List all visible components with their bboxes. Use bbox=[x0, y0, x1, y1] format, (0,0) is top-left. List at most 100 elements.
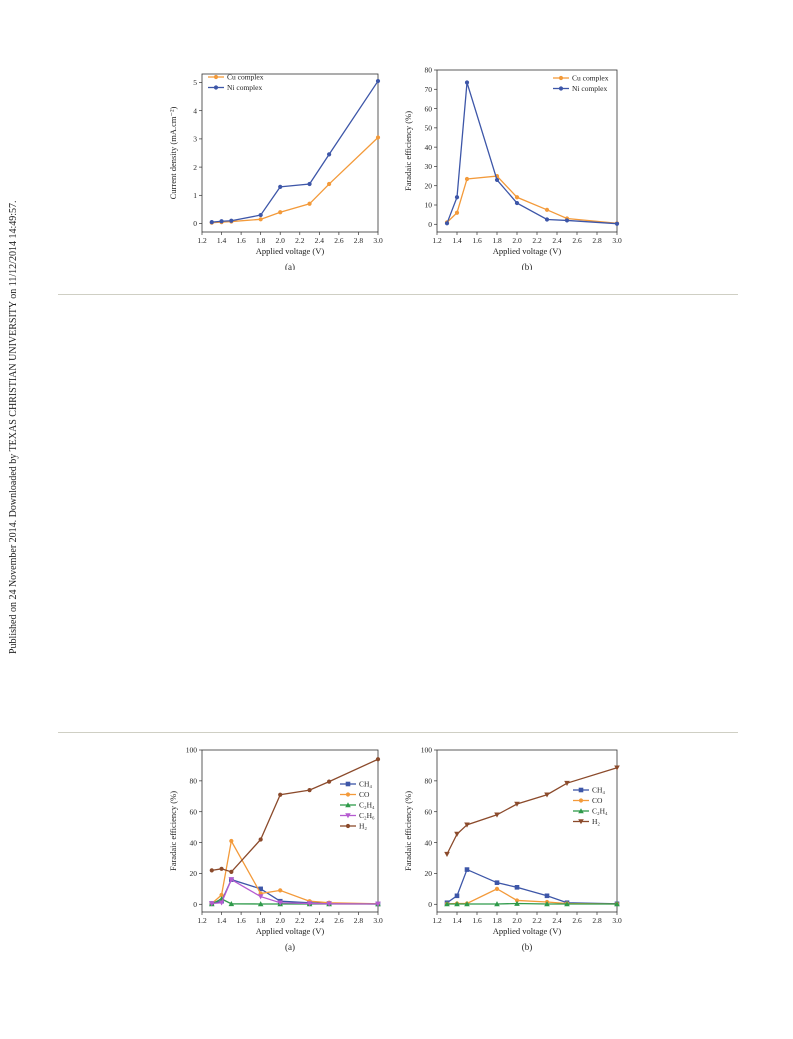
plot-frame bbox=[201, 749, 379, 913]
y-tick-label: 0 bbox=[193, 900, 197, 909]
plot-frame bbox=[201, 73, 379, 233]
series-0 bbox=[444, 867, 620, 907]
y-tick-label: 0 bbox=[428, 900, 432, 909]
y-tick-label: 2 bbox=[193, 163, 197, 172]
legend-label: C₂H₆ bbox=[359, 811, 375, 820]
legend-marker bbox=[558, 75, 564, 81]
data-point bbox=[514, 195, 520, 200]
y-tick-label: 70 bbox=[425, 85, 433, 94]
x-tick-label: 3.0 bbox=[612, 236, 622, 245]
bottom-divider bbox=[58, 732, 738, 733]
data-point bbox=[375, 901, 381, 907]
data-point bbox=[278, 210, 283, 215]
x-tick-label: 1.4 bbox=[217, 236, 227, 245]
legend-label: CO bbox=[359, 790, 370, 799]
data-point bbox=[229, 218, 234, 223]
data-point bbox=[494, 901, 500, 907]
series-line bbox=[446, 868, 618, 905]
legend-marker bbox=[213, 85, 219, 90]
data-point bbox=[564, 901, 570, 907]
legend-marker bbox=[345, 823, 351, 829]
data-point bbox=[514, 885, 520, 890]
data-point bbox=[464, 867, 470, 872]
data-point bbox=[544, 217, 550, 222]
y-axis-label: Faradaic efficiency (%) bbox=[403, 111, 413, 191]
x-tick-label: 3.0 bbox=[612, 916, 622, 925]
series-1 bbox=[209, 78, 381, 225]
data-point bbox=[614, 221, 620, 226]
data-point bbox=[454, 901, 460, 907]
legend-label: CH₄ bbox=[592, 786, 605, 795]
series-2 bbox=[444, 900, 620, 907]
data-point bbox=[464, 822, 470, 828]
data-point bbox=[564, 218, 570, 223]
chart-caption: (a) bbox=[285, 942, 295, 952]
x-tick-label: 2.8 bbox=[354, 916, 364, 925]
data-point bbox=[375, 78, 381, 84]
legend-marker bbox=[345, 792, 351, 797]
legend-marker bbox=[213, 74, 219, 80]
chart-svg: 1.2 1.4 1.6 1.8 2.0 2.2 2.4 2.6 2.8 3.0 0 10 20 30 40 5… bbox=[403, 66, 622, 272]
data-point bbox=[564, 780, 570, 786]
y-tick-label: 100 bbox=[421, 746, 433, 755]
y-tick-label: 20 bbox=[190, 869, 198, 878]
y-tick-label: 40 bbox=[190, 838, 198, 847]
data-point bbox=[258, 217, 263, 222]
data-point bbox=[257, 894, 264, 900]
legend-label: H₂ bbox=[592, 817, 600, 826]
y-tick-label: 60 bbox=[425, 807, 433, 816]
x-tick-label: 1.4 bbox=[452, 916, 462, 925]
legend-label: Cu complex bbox=[572, 74, 609, 83]
legend-label: Ni complex bbox=[572, 84, 607, 93]
x-axis-label: Applied voltage (V) bbox=[493, 246, 562, 256]
x-tick-label: 2.8 bbox=[354, 236, 364, 245]
legend-label: C₂H₄ bbox=[359, 801, 375, 810]
chart-caption: (a) bbox=[285, 262, 295, 270]
x-tick-label: 2.6 bbox=[334, 236, 344, 245]
x-tick-label: 2.2 bbox=[532, 916, 542, 925]
series-line bbox=[211, 80, 379, 223]
x-tick-label: 1.4 bbox=[452, 236, 462, 245]
data-point bbox=[514, 200, 520, 206]
legend-label: CO bbox=[592, 796, 603, 805]
legend-marker bbox=[345, 813, 351, 819]
x-tick-label: 1.4 bbox=[217, 916, 227, 925]
data-point bbox=[514, 801, 520, 807]
data-point bbox=[544, 792, 550, 798]
data-point bbox=[278, 184, 283, 189]
x-tick-label: 1.2 bbox=[197, 916, 207, 925]
plot-frame bbox=[436, 69, 618, 233]
x-tick-label: 3.0 bbox=[373, 916, 383, 925]
data-point bbox=[494, 812, 500, 818]
x-tick-label: 1.8 bbox=[256, 236, 266, 245]
data-point bbox=[614, 901, 620, 907]
data-point bbox=[258, 212, 263, 218]
data-point bbox=[278, 792, 283, 797]
x-tick-label: 1.2 bbox=[432, 236, 442, 245]
chart-bottom-left: 1.2 1.4 1.6 1.8 2.0 2.2 2.4 2.6 2.8 3.0 0 20 40 60 80 1… bbox=[160, 742, 390, 954]
data-point bbox=[327, 779, 332, 784]
series-line bbox=[446, 82, 618, 225]
data-point bbox=[544, 893, 550, 899]
top-divider bbox=[58, 294, 738, 295]
series-line bbox=[211, 137, 379, 224]
data-point bbox=[307, 788, 312, 793]
y-axis-label: Current density (mA.cm⁻²) bbox=[168, 106, 178, 199]
legend-marker bbox=[345, 781, 351, 787]
data-point bbox=[228, 901, 235, 907]
x-tick-label: 1.2 bbox=[197, 236, 207, 245]
side-note: Published on 24 November 2014. Downloade… bbox=[6, 160, 20, 655]
data-point bbox=[494, 177, 500, 183]
data-point bbox=[327, 181, 332, 187]
x-tick-label: 2.0 bbox=[512, 916, 522, 925]
side-note-text: Published on 24 November 2014. Downloade… bbox=[8, 201, 19, 655]
series-3 bbox=[444, 765, 620, 857]
data-point bbox=[307, 201, 312, 206]
y-tick-label: 40 bbox=[425, 143, 433, 152]
x-tick-label: 2.4 bbox=[552, 916, 562, 925]
data-point bbox=[229, 838, 234, 844]
x-tick-label: 2.0 bbox=[276, 236, 286, 245]
y-tick-label: 1 bbox=[193, 191, 197, 200]
x-axis-label: Applied voltage (V) bbox=[493, 926, 562, 936]
